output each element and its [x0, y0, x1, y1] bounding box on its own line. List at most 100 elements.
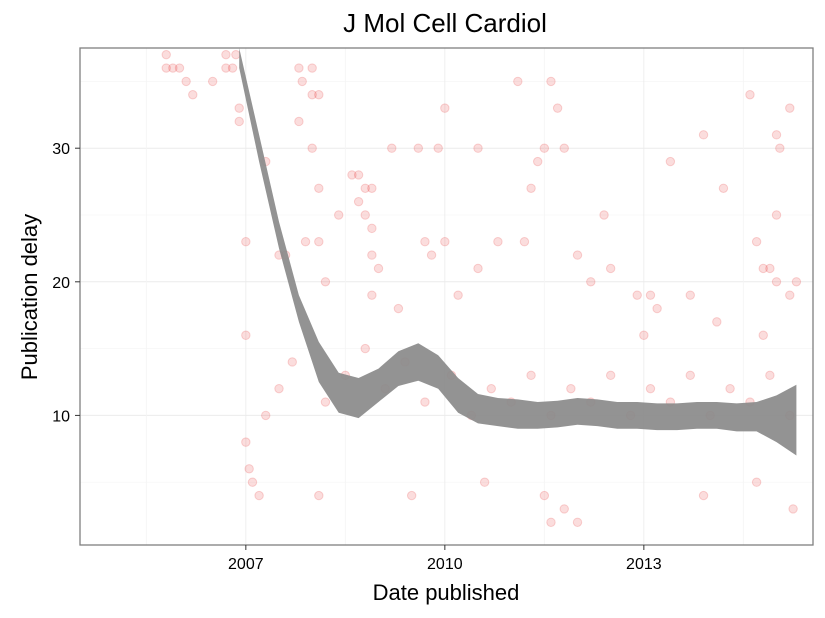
- data-point: [294, 116, 304, 127]
- data-point: [234, 116, 244, 127]
- x-axis: 2007 2010 2013: [228, 545, 662, 573]
- data-point: [486, 383, 496, 394]
- data-point: [645, 290, 656, 300]
- data-point: [307, 90, 317, 100]
- data-point: [685, 370, 695, 381]
- data-point: [639, 330, 649, 340]
- data-point: [307, 63, 317, 73]
- data-point: [751, 477, 762, 487]
- data-point: [473, 263, 483, 274]
- data-point: [161, 63, 171, 73]
- y-axis-title: Publication delay: [17, 214, 42, 380]
- data-point: [440, 237, 450, 247]
- x-tick-label: 2010: [427, 556, 463, 573]
- data-point: [566, 383, 576, 394]
- data-point: [254, 490, 264, 501]
- data-point: [652, 303, 662, 314]
- data-point: [307, 143, 317, 153]
- scatter-points: [161, 49, 802, 527]
- data-point: [297, 76, 307, 87]
- data-point: [771, 210, 782, 220]
- data-point: [645, 383, 656, 394]
- y-tick-label: 30: [52, 141, 70, 158]
- data-point: [519, 237, 530, 247]
- data-point: [771, 277, 782, 287]
- smooth-confidence-band: [239, 48, 797, 456]
- y-tick-label: 20: [52, 275, 70, 292]
- data-point: [244, 464, 254, 474]
- data-point: [745, 90, 755, 100]
- data-point: [493, 237, 503, 247]
- data-point: [387, 143, 397, 153]
- data-point: [559, 143, 569, 153]
- data-point: [479, 477, 490, 487]
- data-point: [373, 263, 384, 274]
- data-point: [227, 63, 238, 73]
- data-point: [241, 330, 251, 340]
- data-point: [168, 63, 178, 73]
- data-point: [234, 103, 244, 113]
- y-axis: 10 20 30: [52, 141, 80, 425]
- data-point: [758, 263, 768, 274]
- data-point: [314, 237, 324, 247]
- data-point: [526, 183, 536, 193]
- data-point: [533, 156, 543, 167]
- grid: [80, 48, 813, 545]
- data-point: [174, 63, 185, 73]
- data-point: [685, 290, 695, 300]
- data-point: [453, 290, 463, 300]
- data-point: [725, 383, 735, 394]
- data-point: [360, 183, 370, 193]
- data-point: [526, 370, 536, 381]
- plot-border: [79, 47, 814, 546]
- data-point: [347, 170, 357, 180]
- x-axis-title: Date published: [373, 580, 520, 605]
- data-point: [788, 504, 798, 514]
- data-point: [698, 130, 709, 140]
- plot-background: [80, 48, 813, 545]
- data-point: [605, 370, 616, 381]
- data-point: [791, 277, 802, 287]
- data-point: [247, 477, 258, 487]
- data-point: [712, 317, 722, 327]
- data-point: [539, 143, 550, 153]
- data-point: [367, 250, 377, 260]
- x-tick-label: 2007: [228, 556, 264, 573]
- data-point: [393, 303, 404, 314]
- data-point: [287, 357, 297, 367]
- data-point: [221, 63, 231, 73]
- chart-title: J Mol Cell Cardiol: [343, 8, 547, 38]
- data-point: [181, 76, 191, 87]
- data-point: [765, 370, 775, 381]
- data-point: [440, 103, 450, 113]
- data-point: [231, 49, 241, 60]
- data-point: [632, 290, 642, 300]
- data-point: [559, 504, 569, 514]
- data-point: [758, 330, 768, 340]
- data-point: [334, 210, 344, 220]
- data-point: [785, 290, 795, 300]
- data-point: [314, 183, 324, 193]
- data-point: [572, 250, 583, 260]
- data-point: [420, 237, 430, 247]
- data-point: [552, 103, 563, 113]
- data-point: [367, 183, 377, 193]
- data-point: [320, 277, 331, 287]
- data-point: [605, 263, 616, 274]
- data-point: [765, 263, 775, 274]
- data-point: [274, 383, 284, 394]
- data-point: [539, 490, 550, 501]
- data-point: [320, 397, 331, 407]
- data-point: [413, 143, 424, 153]
- data-point: [161, 49, 171, 60]
- data-point: [546, 76, 556, 87]
- data-point: [261, 410, 271, 421]
- data-point: [513, 76, 523, 87]
- data-point: [360, 210, 370, 220]
- data-point: [406, 490, 417, 501]
- data-point: [433, 143, 443, 153]
- data-point: [420, 397, 430, 407]
- data-point: [300, 237, 311, 247]
- data-point: [785, 103, 795, 113]
